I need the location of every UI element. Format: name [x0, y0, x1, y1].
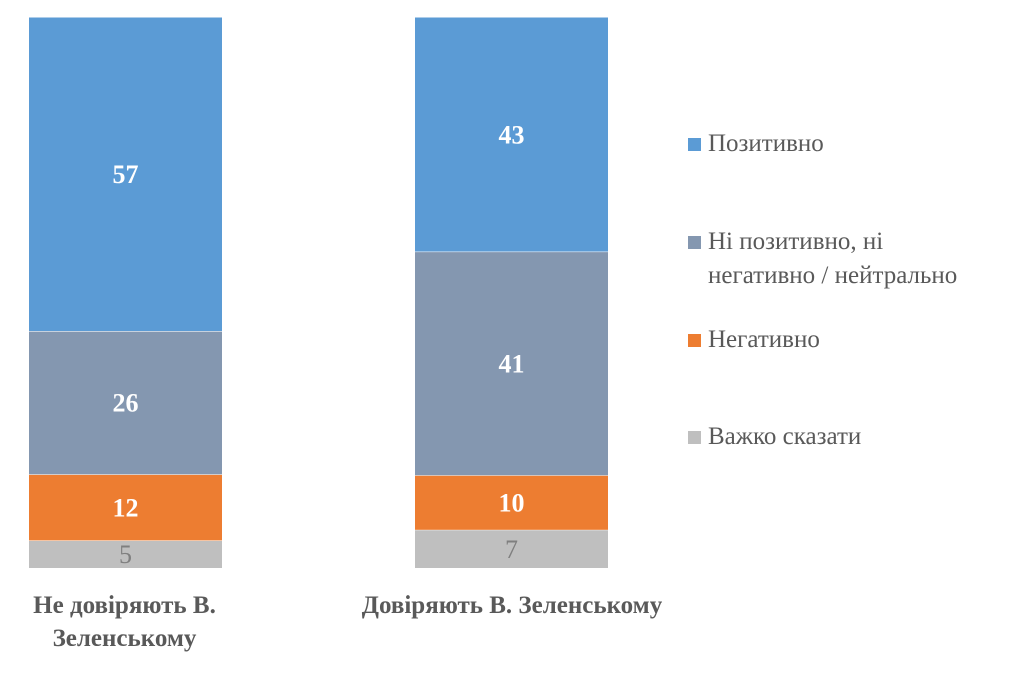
legend-item-neutral: Ні позитивно, ні негативно / нейтрально: [688, 225, 1016, 293]
category-label-1: Довіряють В. Зеленському: [302, 589, 722, 622]
data-label-positive-0: 57: [113, 160, 139, 189]
legend-label-positive: Позитивно: [708, 127, 824, 161]
legend-label-hard-to-say: Важко сказати: [708, 420, 861, 454]
legend-swatch-neutral: [688, 236, 701, 249]
legend-swatch-negative: [688, 334, 701, 347]
legend-swatch-hard-to-say: [688, 431, 701, 444]
data-label-negative-1: 10: [499, 489, 525, 518]
legend-item-negative: Негативно: [688, 323, 1016, 357]
legend-item-hard-to-say: Важко сказати: [688, 420, 1016, 454]
legend-swatch-positive: [688, 138, 701, 151]
data-label-positive-1: 43: [499, 120, 525, 149]
legend-item-positive: Позитивно: [688, 127, 1016, 161]
data-label-hard-to-say-1: 7: [505, 535, 518, 564]
category-label-0: Не довіряють В. Зеленському: [2, 589, 247, 655]
data-label-hard-to-say-0: 5: [119, 540, 132, 569]
legend-label-neutral: Ні позитивно, ні негативно / нейтрально: [708, 225, 957, 293]
data-label-neutral-0: 26: [113, 389, 139, 418]
data-label-neutral-1: 41: [499, 349, 525, 378]
data-label-negative-0: 12: [113, 493, 139, 522]
legend-label-negative: Негативно: [708, 323, 820, 357]
